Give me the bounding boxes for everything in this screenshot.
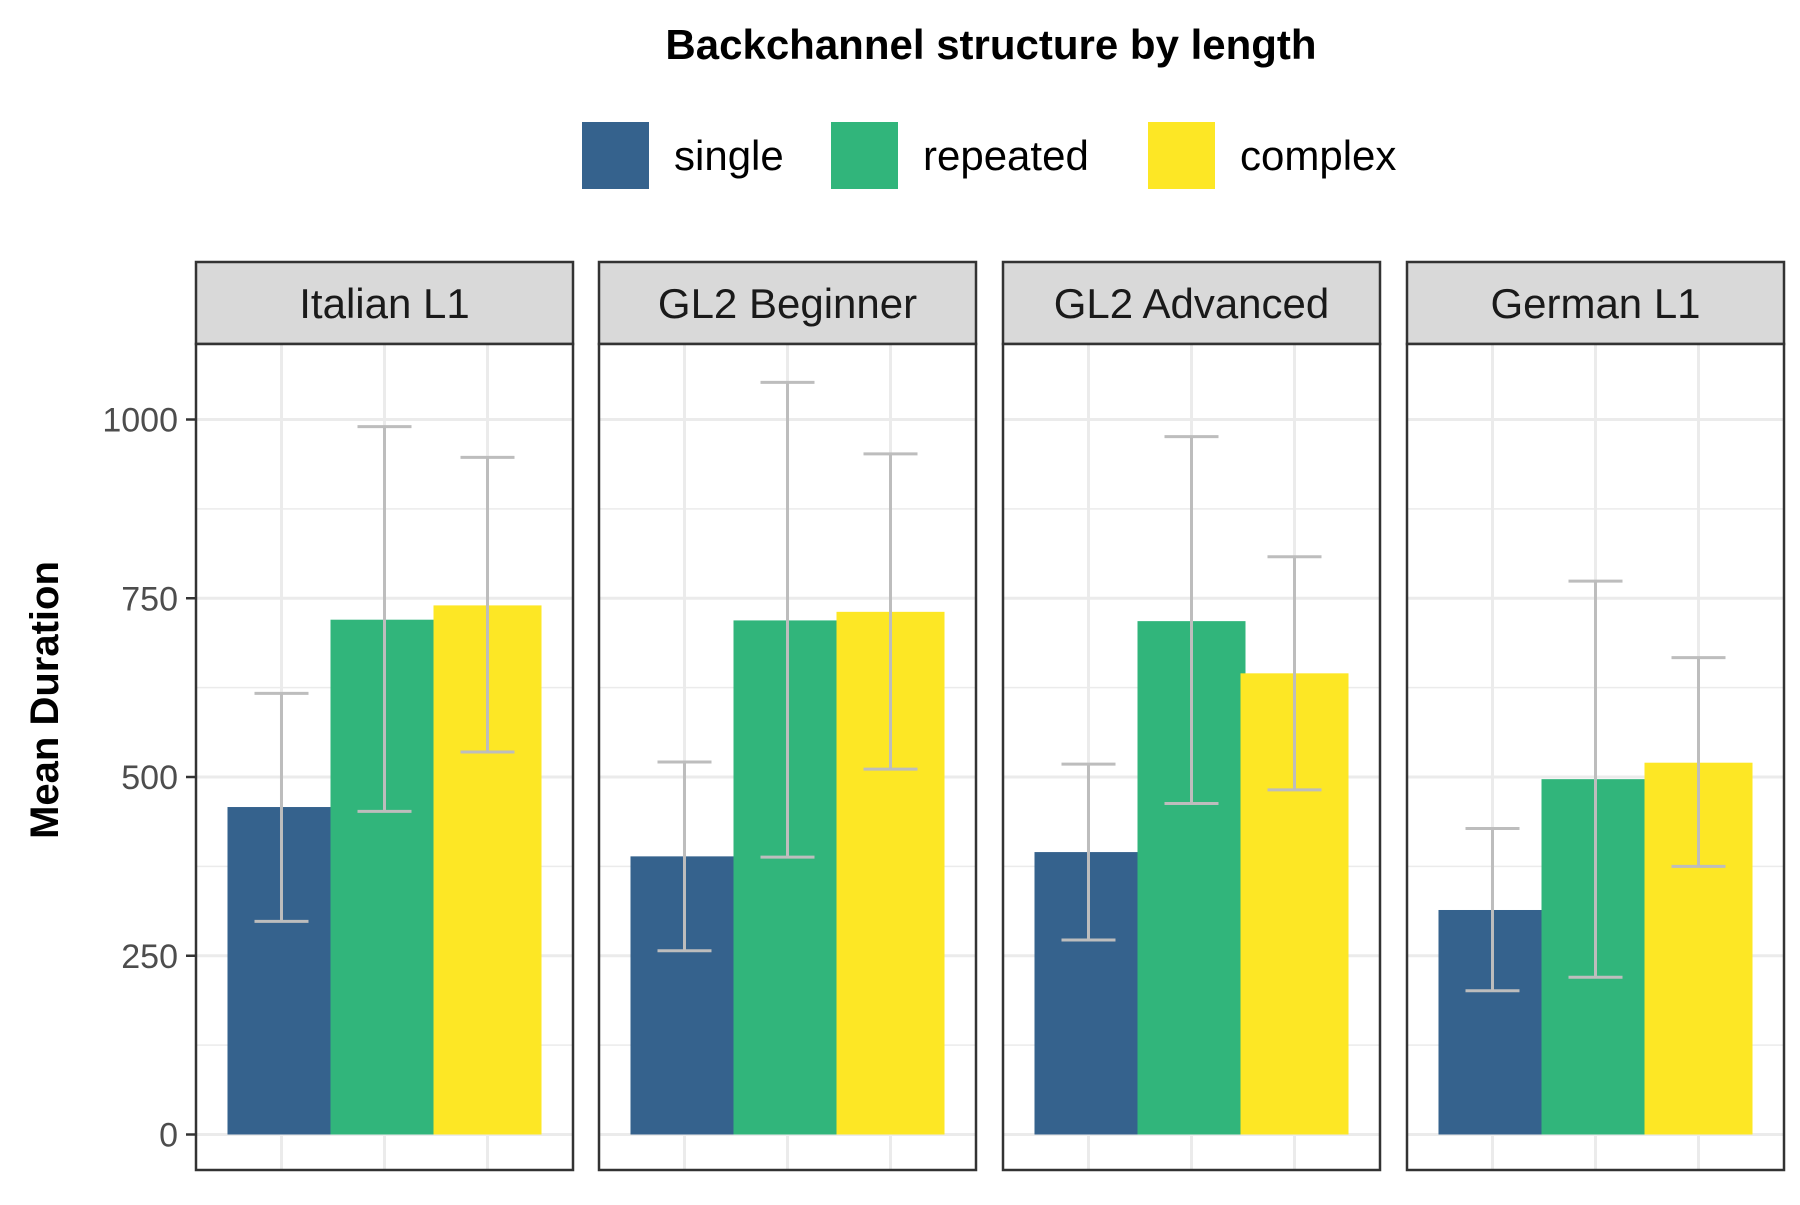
error-bar-repeated: [760, 380, 815, 859]
y-tick-label: 0: [159, 1117, 178, 1155]
strip-background: [597, 260, 978, 346]
error-bar-complex: [1671, 656, 1726, 868]
legend-label-complex: complex: [1240, 132, 1396, 179]
chart-title: Backchannel structure by length: [665, 21, 1316, 68]
legend-label-repeated: repeated: [923, 132, 1089, 179]
legend-key-complex: [1148, 122, 1215, 189]
y-axis: 0 250 500 750 1000: [102, 402, 196, 1155]
panel-border: [194, 342, 575, 1172]
error-bar-complex: [863, 452, 918, 771]
panel-italian-l1: Italian L1: [194, 260, 575, 1172]
strip-background: [1001, 260, 1382, 346]
panel-gl2-advanced: GL2 Advanced: [1001, 260, 1382, 1172]
error-bar-complex: [460, 455, 515, 754]
error-bar-repeated: [1568, 579, 1623, 979]
panel-german-l1: German L1: [1405, 260, 1786, 1172]
y-tick-label: 750: [121, 580, 178, 618]
panel-border: [1405, 342, 1786, 1172]
panel-border: [1001, 342, 1382, 1172]
y-tick-label: 500: [121, 759, 178, 797]
error-bar-complex: [1267, 555, 1322, 792]
legend-label-single: single: [674, 132, 784, 179]
error-bar-single: [1465, 826, 1520, 993]
panel-gl2-beginner: GL2 Beginner: [597, 260, 978, 1172]
legend: single repeated complex: [582, 122, 1396, 189]
error-bar-single: [254, 691, 309, 923]
legend-key-single: [582, 122, 649, 189]
y-axis-title: Mean Duration: [23, 561, 67, 839]
facet-panels: Italian L1 GL2 Beginner GL2 Advanced German…: [194, 260, 1786, 1172]
strip-label: GL2 Beginner: [658, 280, 917, 327]
y-tick-label: 250: [121, 938, 178, 976]
panel-border: [597, 342, 978, 1172]
strip-label: German L1: [1490, 280, 1700, 327]
strip-background: [1405, 260, 1786, 346]
strip-label: GL2 Advanced: [1054, 280, 1330, 327]
strip-label: Italian L1: [299, 280, 469, 327]
strip-background: [194, 260, 575, 346]
error-bar-single: [1061, 762, 1116, 942]
error-bar-repeated: [357, 425, 412, 813]
legend-key-repeated: [831, 122, 898, 189]
y-tick-label: 1000: [102, 402, 178, 440]
error-bar-single: [657, 760, 712, 953]
error-bar-repeated: [1164, 435, 1219, 805]
